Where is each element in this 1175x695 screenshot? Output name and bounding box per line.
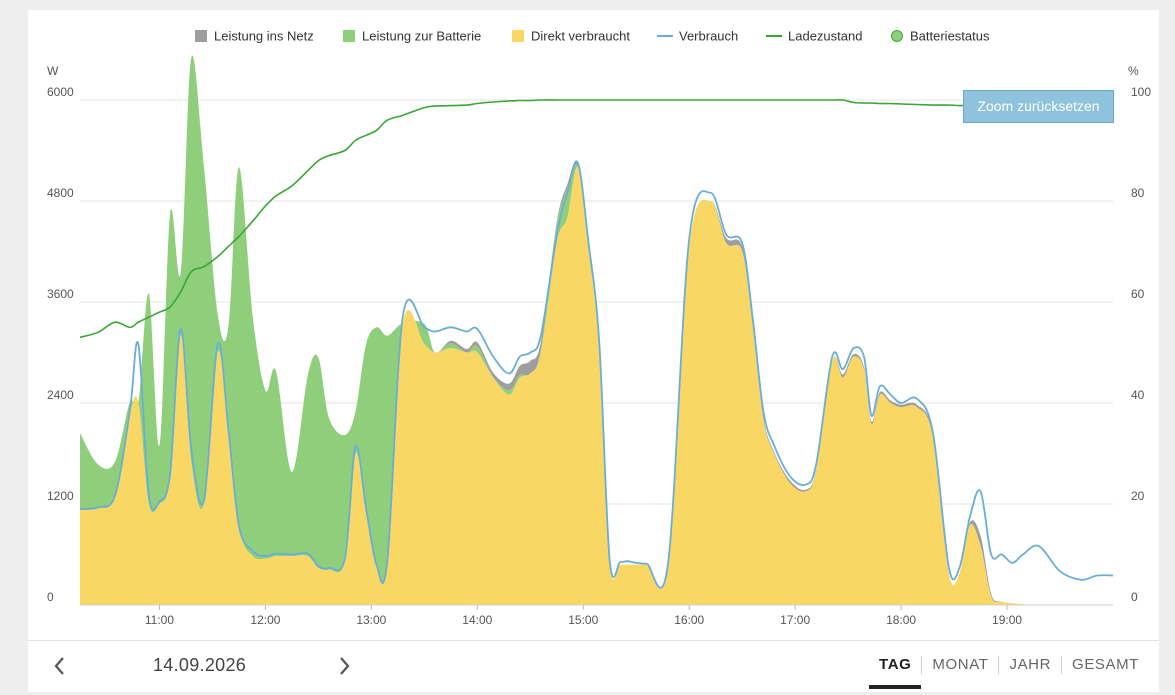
chart-areas [80, 55, 1113, 606]
y-tick-label: 1200 [47, 489, 74, 503]
y-right-tick-label: 0 [1131, 590, 1138, 604]
y-tick-label: 2400 [47, 388, 74, 402]
line-verbrauch [79, 160, 1114, 589]
chevron-right-icon [340, 657, 350, 675]
legend-marker [195, 30, 207, 42]
area-direkt-verbraucht [80, 166, 1113, 606]
x-tick-label: 15:00 [568, 613, 598, 627]
y-right-tick-label: 100 [1131, 85, 1151, 99]
x-tick-label: 14:00 [462, 613, 492, 627]
energy-chart: 0 1200 2400 3600 4800 6000 0 20 40 60 80 100 W % 11:00… [47, 29, 1151, 628]
tab-jahr[interactable]: JAHR [998, 656, 1061, 674]
next-day-button[interactable] [332, 653, 356, 679]
line-ladezustand [79, 99, 1114, 339]
y-right-tick-label: 60 [1131, 287, 1145, 301]
y-right-tick-label: 40 [1131, 388, 1145, 402]
legend-marker [343, 30, 355, 42]
x-tick-label: 17:00 [780, 613, 810, 627]
footer-bar: 14.09.2026 TAG MONAT JAHR GESAMT [28, 640, 1159, 692]
legend-label: Ladezustand [788, 29, 862, 44]
chart-legend: Leistung ins Netz Leistung zur Batterie Di… [195, 29, 990, 44]
previous-day-button[interactable] [48, 653, 72, 679]
x-tick-label: 18:00 [886, 613, 916, 627]
legend-marker [891, 30, 903, 42]
y-right-tick-label: 80 [1131, 186, 1145, 200]
legend-label: Verbrauch [679, 29, 738, 44]
chart-lines [79, 99, 1114, 589]
y-right-axis-unit-label: % [1128, 64, 1139, 78]
x-tick-label: 12:00 [250, 613, 280, 627]
tab-tag[interactable]: TAG [869, 656, 922, 689]
x-tick-label: 16:00 [674, 613, 704, 627]
chart-axes: 0 1200 2400 3600 4800 6000 0 20 40 60 80 100 W % 11:00… [47, 64, 1151, 627]
tab-monat[interactable]: MONAT [921, 656, 998, 674]
y-axis-unit-label: W [47, 64, 59, 78]
y-tick-label: 6000 [47, 85, 74, 99]
tab-gesamt[interactable]: GESAMT [1061, 656, 1149, 674]
legend-label: Leistung ins Netz [214, 29, 314, 44]
legend-label: Direkt verbraucht [531, 29, 630, 44]
current-date[interactable]: 14.09.2026 [153, 655, 247, 675]
x-tick-label: 11:00 [145, 613, 174, 627]
zoom-reset-button[interactable]: Zoom zurücksetzen [963, 90, 1114, 123]
y-tick-label: 0 [47, 590, 54, 604]
y-tick-label: 4800 [47, 186, 74, 200]
x-tick-label: 19:00 [992, 613, 1022, 627]
legend-label: Batteriestatus [910, 29, 990, 44]
area-leistung-zur-batterie [80, 55, 1113, 606]
chevron-left-icon [54, 657, 64, 675]
y-tick-label: 3600 [47, 287, 74, 301]
legend-marker [512, 30, 524, 42]
x-tick-label: 13:00 [356, 613, 386, 627]
period-tabs: TAG MONAT JAHR GESAMT [869, 656, 1149, 689]
legend-label: Leistung zur Batterie [362, 29, 481, 44]
y-right-tick-label: 20 [1131, 489, 1145, 503]
